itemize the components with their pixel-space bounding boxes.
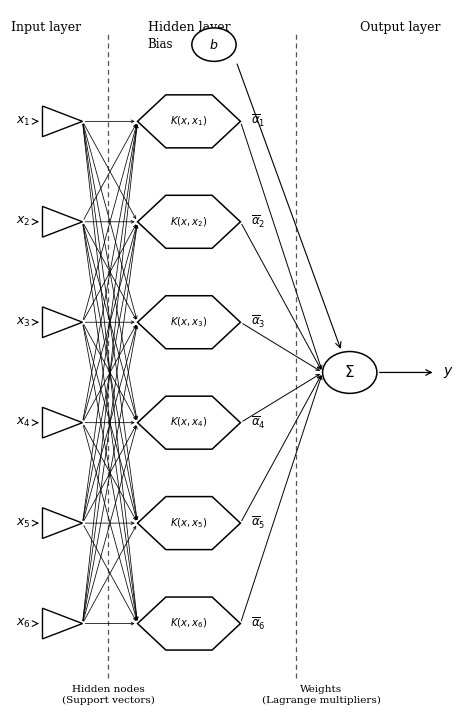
Polygon shape <box>137 95 240 148</box>
Polygon shape <box>137 397 240 449</box>
Text: Weights
(Lagrange multipliers): Weights (Lagrange multipliers) <box>262 685 381 706</box>
Text: $x_{4}$: $x_{4}$ <box>16 416 31 429</box>
Text: $y$: $y$ <box>443 365 453 380</box>
Polygon shape <box>43 307 82 338</box>
Text: $K(x, x_{2})$: $K(x, x_{2})$ <box>170 215 208 229</box>
Text: $\Sigma$: $\Sigma$ <box>345 364 355 381</box>
Text: Bias: Bias <box>147 38 173 51</box>
Text: $x_{1}$: $x_{1}$ <box>16 115 30 128</box>
Polygon shape <box>43 608 82 639</box>
Text: $b$: $b$ <box>210 37 219 52</box>
Polygon shape <box>43 106 82 137</box>
Text: $\overline{\alpha}_{2}$: $\overline{\alpha}_{2}$ <box>251 214 265 230</box>
Ellipse shape <box>192 28 236 62</box>
Text: $x_{6}$: $x_{6}$ <box>16 617 31 630</box>
Text: $K(x, x_{6})$: $K(x, x_{6})$ <box>170 617 208 630</box>
Text: $K(x, x_{4})$: $K(x, x_{4})$ <box>170 416 208 429</box>
Text: $K(x, x_{5})$: $K(x, x_{5})$ <box>170 516 208 530</box>
Text: $\overline{\alpha}_{6}$: $\overline{\alpha}_{6}$ <box>251 615 266 632</box>
Text: $\overline{\alpha}_{4}$: $\overline{\alpha}_{4}$ <box>251 414 266 431</box>
Text: $x_{3}$: $x_{3}$ <box>16 315 31 329</box>
Ellipse shape <box>323 351 377 394</box>
Text: $\overline{\alpha}_{1}$: $\overline{\alpha}_{1}$ <box>251 113 265 129</box>
Text: $x_{5}$: $x_{5}$ <box>16 516 31 530</box>
Polygon shape <box>137 295 240 348</box>
Polygon shape <box>137 195 240 248</box>
Text: $K(x, x_{1})$: $K(x, x_{1})$ <box>170 115 208 128</box>
Polygon shape <box>43 508 82 538</box>
Text: Hidden layer: Hidden layer <box>148 21 230 34</box>
Text: $\overline{\alpha}_{3}$: $\overline{\alpha}_{3}$ <box>251 314 265 331</box>
Text: Output layer: Output layer <box>359 21 440 34</box>
Polygon shape <box>137 597 240 650</box>
Text: Input layer: Input layer <box>11 21 81 34</box>
Text: $x_{2}$: $x_{2}$ <box>16 215 30 228</box>
Polygon shape <box>43 206 82 237</box>
Polygon shape <box>43 407 82 438</box>
Polygon shape <box>137 497 240 550</box>
Text: Hidden nodes
(Support vectors): Hidden nodes (Support vectors) <box>62 685 155 706</box>
Text: $K(x, x_{3})$: $K(x, x_{3})$ <box>170 315 208 329</box>
Text: $\overline{\alpha}_{5}$: $\overline{\alpha}_{5}$ <box>251 515 265 531</box>
